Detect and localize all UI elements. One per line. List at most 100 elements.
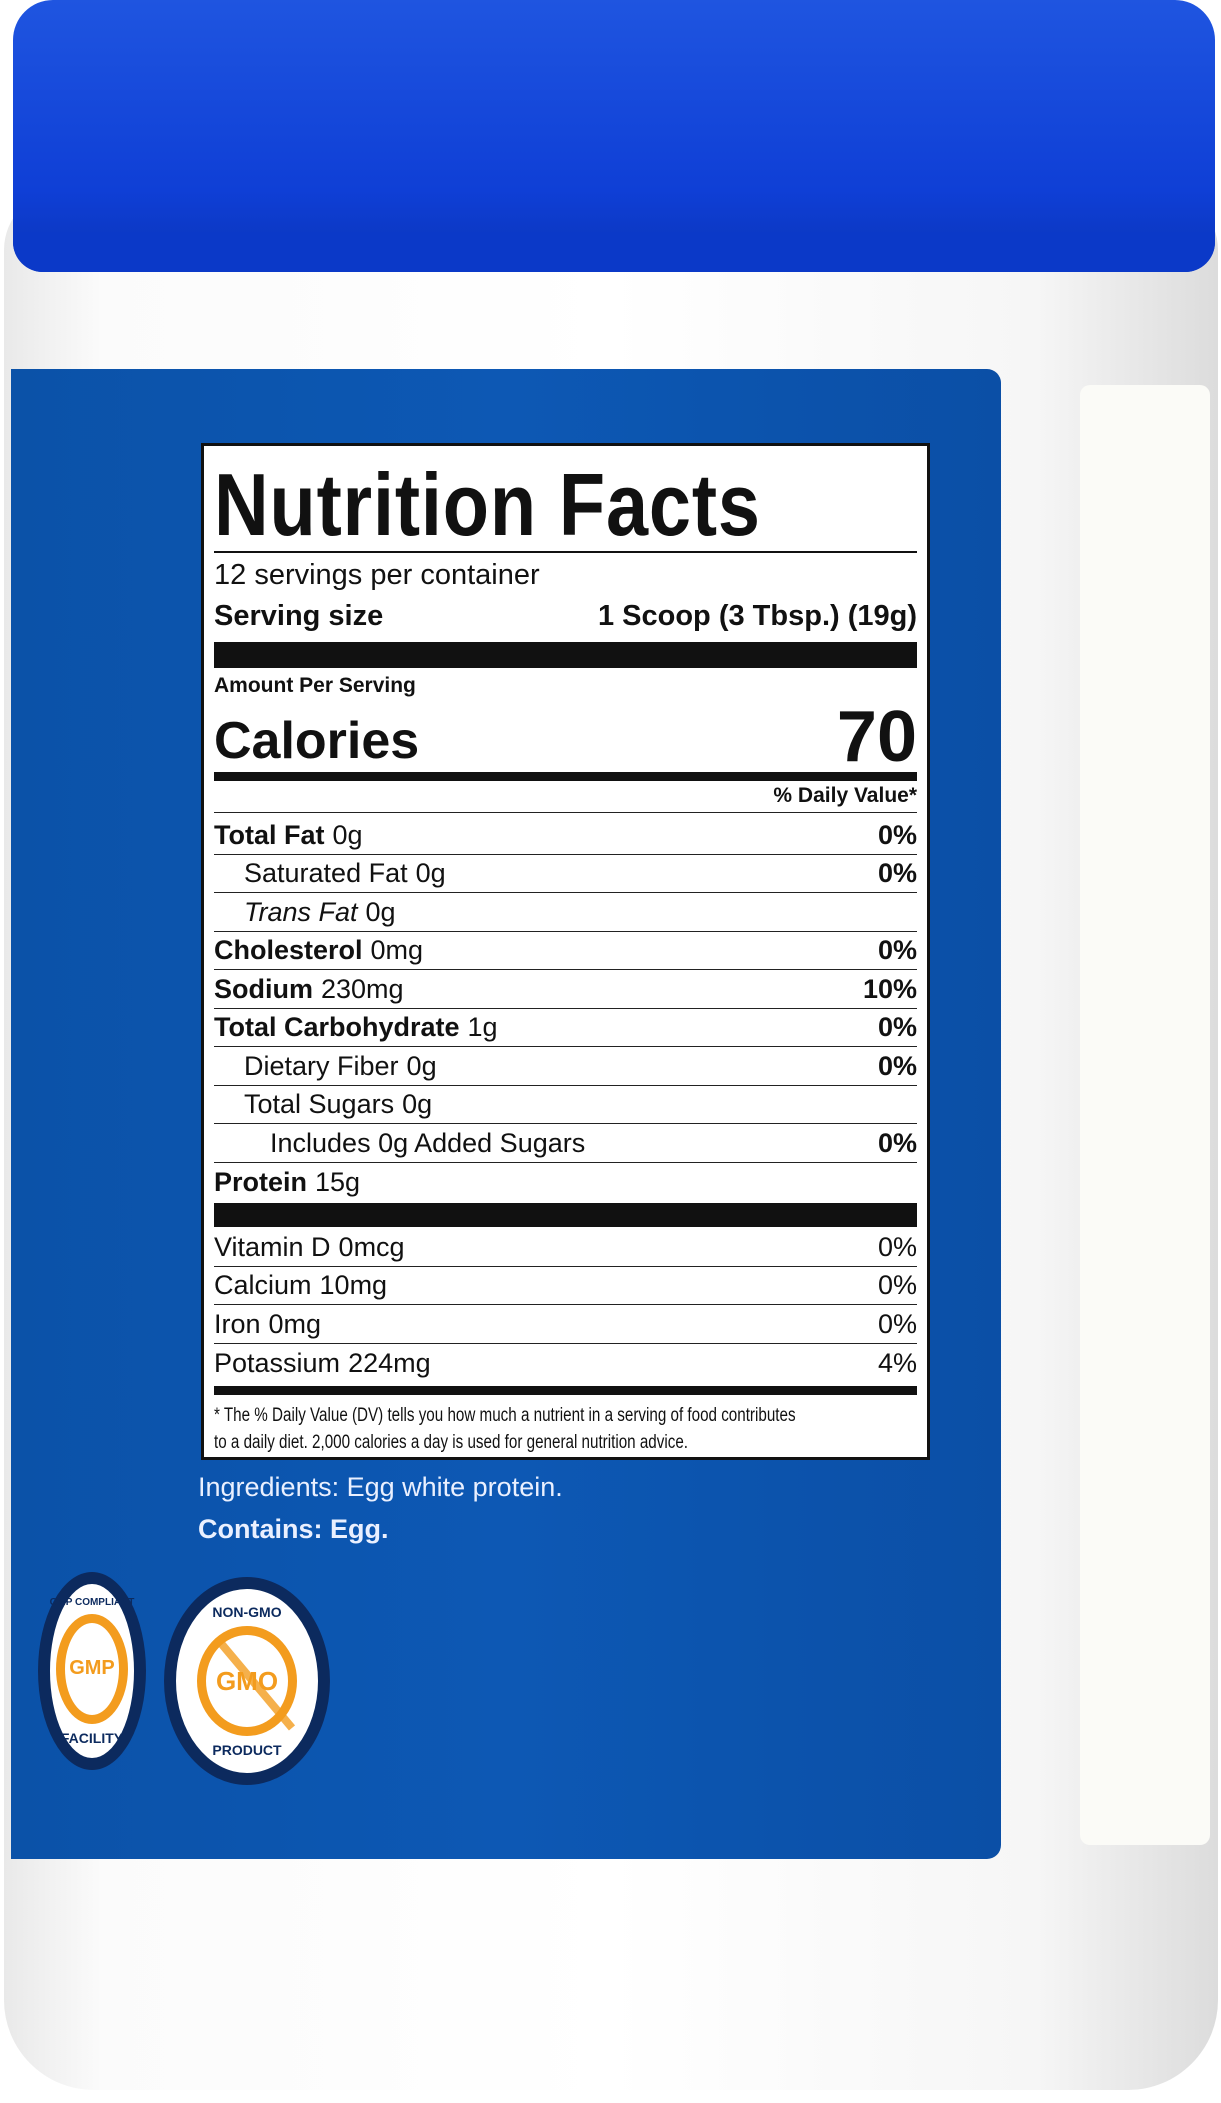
badge-top-text: GMP COMPLIANT: [49, 1596, 135, 1608]
nutrient-label: Protein: [214, 1167, 308, 1197]
nutrient-row: Potassium 224mg 4%: [214, 1344, 917, 1383]
nutrient-row: Calcium 10mg 0%: [214, 1267, 917, 1305]
calories-row: Calories 70: [214, 701, 917, 773]
nutrient-row: Iron 0mg 0%: [214, 1305, 917, 1344]
nutrient-daily-value: 10%: [862, 973, 917, 1004]
nutrient-amount: 224mg: [348, 1348, 431, 1378]
allergen-text: Contains: Egg.: [198, 1514, 389, 1544]
nutrient-label: Sodium: [214, 973, 313, 1004]
nutrient-row: Trans Fat 0g: [214, 893, 917, 932]
ingredients-block: Ingredients: Egg white protein. Contains…: [198, 1466, 563, 1550]
nutrient-name: Total Sugars 0g: [214, 1089, 432, 1120]
footnote: * The % Daily Value (DV) tells you how m…: [214, 1402, 917, 1456]
nutrient-label: Iron: [214, 1308, 261, 1339]
nutrient-amount: 0mg: [370, 935, 424, 965]
nutrient-row: Total Carbohydrate 1g 0%: [214, 1009, 917, 1047]
side-label-strip: [1080, 385, 1210, 1845]
nutrient-name: Cholesterol 0mg: [214, 935, 423, 966]
daily-value-header: % Daily Value*: [214, 784, 917, 813]
nutrient-daily-value: 0%: [877, 1270, 917, 1300]
jar-lid: [13, 0, 1215, 272]
nutrient-name: Saturated Fat 0g: [214, 858, 446, 889]
label-title: Nutrition Facts: [214, 455, 761, 554]
divider-thick: [214, 1203, 917, 1227]
nutrient-label: Dietary Fiber: [244, 1050, 399, 1081]
serving-size-row: Serving size 1 Scoop (3 Tbsp.) (19g): [214, 600, 917, 633]
nutrient-daily-value: 0%: [877, 858, 917, 888]
amount-per-serving: Amount Per Serving: [214, 674, 416, 697]
non-gmo-badge: NON-GMO GMO PRODUCT: [164, 1577, 330, 1785]
nutrient-row: Total Fat 0g 0%: [214, 816, 917, 855]
nutrient-label: Cholesterol: [214, 935, 363, 965]
nutrient-amount: 10mg: [319, 1270, 388, 1300]
nutrient-row: Vitamin D 0mcg 0%: [214, 1228, 917, 1267]
nutrient-name: Total Carbohydrate 1g: [214, 1012, 498, 1043]
serving-size-value: 1 Scoop (3 Tbsp.) (19g): [597, 600, 917, 632]
ingredients-text: Ingredients: Egg white protein.: [198, 1472, 563, 1502]
nutrient-name: Vitamin D 0mcg: [214, 1232, 405, 1263]
nutrient-amount: 1g: [467, 1012, 498, 1042]
nutrient-name: Calcium 10mg: [214, 1270, 387, 1301]
nutrient-name: Sodium 230mg: [214, 974, 404, 1005]
vitamin-list: Vitamin D 0mcg 0% Calcium 10mg 0% Iron 0mg 0% Pot…: [214, 1228, 917, 1382]
badge-bottom-text: FACILITY: [60, 1729, 124, 1746]
divider-thick: [214, 642, 917, 668]
nutrient-label: Total Sugars: [244, 1089, 395, 1119]
serving-size-label: Serving size: [214, 600, 384, 632]
nutrient-daily-value: 0%: [877, 1231, 917, 1262]
nutrient-row: Dietary Fiber 0g 0%: [214, 1047, 917, 1086]
nutrient-daily-value: 0%: [877, 1308, 917, 1339]
footnote-line: * The % Daily Value (DV) tells you how m…: [214, 1405, 796, 1426]
nutrient-label: Saturated Fat: [244, 858, 408, 888]
footnote-line: to a daily diet. 2,000 calories a day is…: [214, 1432, 689, 1453]
nutrient-label: Potassium: [214, 1348, 341, 1378]
gmp-ring-icon: GMP: [56, 1613, 128, 1724]
nutrient-name: Protein 15g: [214, 1167, 360, 1198]
nutrient-daily-value: 0%: [877, 819, 917, 850]
divider-medium: [214, 1386, 917, 1395]
divider-medium: [214, 772, 917, 781]
servings-per-container: 12 servings per container: [214, 559, 540, 591]
jar-lid-rim: [13, 232, 1215, 272]
nutrient-amount: 15g: [315, 1167, 361, 1197]
nutrient-daily-value: 4%: [877, 1348, 917, 1378]
nutrient-amount: 0g: [406, 1050, 437, 1081]
nutrient-label: Total Carbohydrate: [214, 1012, 460, 1042]
nutrient-row: Includes 0g Added Sugars 0%: [214, 1124, 917, 1163]
badge-center-text: GMP: [69, 1657, 115, 1679]
nutrient-amount: 0g: [365, 896, 396, 927]
nutrient-label: Vitamin D: [214, 1231, 331, 1262]
nutrient-row: Sodium 230mg 10%: [214, 970, 917, 1009]
calories-label: Calories: [214, 712, 420, 770]
nutrient-amount: 0g: [402, 1089, 433, 1119]
gmp-compliant-badge: GMP COMPLIANT GMP FACILITY: [38, 1572, 146, 1770]
nutrient-amount: 230mg: [321, 973, 404, 1004]
nutrition-facts-label: Nutrition Facts 12 servings per containe…: [201, 443, 930, 1460]
nutrient-row: Protein 15g: [214, 1163, 917, 1202]
nutrient-row: Saturated Fat 0g 0%: [214, 855, 917, 893]
nutrient-amount: 0mcg: [338, 1231, 405, 1262]
nutrient-label: Includes 0g Added Sugars: [270, 1127, 586, 1158]
nutrient-label: Calcium: [214, 1270, 312, 1300]
badge-top-text: NON-GMO: [212, 1604, 282, 1620]
divider: [214, 551, 917, 553]
nutrient-amount: 0g: [415, 858, 446, 888]
nutrient-amount: 0mg: [268, 1308, 322, 1339]
nutrient-daily-value: 0%: [877, 935, 917, 965]
nutrient-name: Dietary Fiber 0g: [214, 1051, 437, 1082]
nutrient-name: Potassium 224mg: [214, 1348, 431, 1379]
no-gmo-icon: GMO: [197, 1626, 297, 1736]
nutrient-name: Includes 0g Added Sugars: [214, 1128, 593, 1159]
nutrient-name: Total Fat 0g: [214, 820, 363, 851]
nutrient-daily-value: 0%: [877, 1050, 917, 1081]
nutrient-name: Iron 0mg: [214, 1309, 321, 1340]
badge-bottom-text: PRODUCT: [212, 1742, 282, 1758]
nutrient-label: Total Fat: [214, 819, 325, 850]
nutrient-daily-value: 0%: [877, 1012, 917, 1042]
nutrient-row: Cholesterol 0mg 0%: [214, 932, 917, 970]
nutrient-list: Total Fat 0g 0% Saturated Fat 0g 0% Trans Fat 0…: [214, 816, 917, 1201]
nutrient-daily-value: 0%: [877, 1127, 917, 1158]
nutrient-amount: 0g: [332, 819, 363, 850]
nutrient-row: Total Sugars 0g: [214, 1086, 917, 1124]
nutrient-label: Trans Fat: [244, 896, 358, 927]
